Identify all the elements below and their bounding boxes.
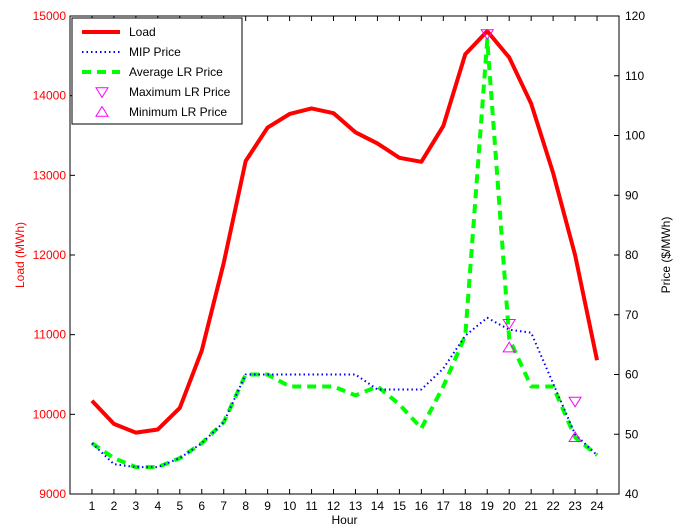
y-left-tick-label: 11000 [34,328,67,342]
legend-label: Average LR Price [129,65,223,79]
x-tick-label: 19 [481,499,495,513]
x-tick-label: 17 [437,499,451,513]
x-tick-label: 21 [524,499,538,513]
y-right-tick-label: 70 [625,308,639,322]
y-right-tick-label: 40 [625,487,639,501]
x-tick-label: 8 [242,499,249,513]
legend-label: Minimum LR Price [129,105,227,119]
x-tick-label: 4 [154,499,161,513]
x-tick-label: 2 [111,499,118,513]
y-right-tick-label: 80 [625,248,639,262]
y-left-tick-label: 10000 [33,407,67,421]
marker-minimum-lr-price [568,430,582,442]
x-tick-label: 18 [459,499,473,513]
y-left-tick-label: 9000 [39,487,66,501]
x-tick-label: 15 [393,499,407,513]
legend-label: MIP Price [129,45,181,59]
x-tick-label: 11 [305,499,318,513]
y-left-tick-label: 14000 [33,89,67,103]
x-tick-label: 9 [264,499,271,513]
x-tick-label: 13 [349,499,363,513]
x-tick-label: 14 [371,499,385,513]
y-left-axis-title: Load (MWh) [13,222,27,288]
y-right-tick-label: 100 [625,129,645,143]
x-tick-label: 16 [415,499,429,513]
x-axis-title: Hour [331,513,357,527]
x-tick-label: 23 [568,499,582,513]
legend-marker [95,87,109,99]
marker-maximum-lr-price [568,396,582,408]
legend-label: Maximum LR Price [129,85,231,99]
x-tick-label: 7 [220,499,227,513]
x-tick-label: 3 [133,499,140,513]
y-left-tick-label: 12000 [33,248,67,262]
x-tick-label: 6 [198,499,205,513]
series-line-mip-price [91,316,598,469]
x-tick-label: 20 [503,499,517,513]
marker-maximum-lr-price [480,29,495,41]
x-tick-label: 22 [546,499,560,513]
y-right-tick-label: 90 [625,188,639,202]
y-right-tick-label: 110 [625,69,644,83]
x-tick-label: 12 [327,499,341,513]
y-left-tick-label: 13000 [33,168,67,182]
marker-minimum-lr-price [502,341,517,353]
marker-maximum-lr-price [502,319,517,331]
y-right-tick-label: 50 [625,427,639,441]
legend-marker [95,105,109,117]
y-left-tick-label: 15000 [33,9,67,23]
series-line-average-lr-price [90,37,599,470]
x-tick-label: 10 [283,499,297,513]
y-right-axis-title: Price ($/MWh) [659,217,673,294]
y-right-tick-label: 120 [625,9,645,23]
series-line-load [90,29,599,435]
x-tick-label: 5 [176,499,183,513]
x-tick-label: 1 [89,499,96,513]
y-right-tick-label: 60 [625,368,639,382]
legend-label: Load [129,25,156,39]
x-tick-label: 24 [590,499,604,513]
